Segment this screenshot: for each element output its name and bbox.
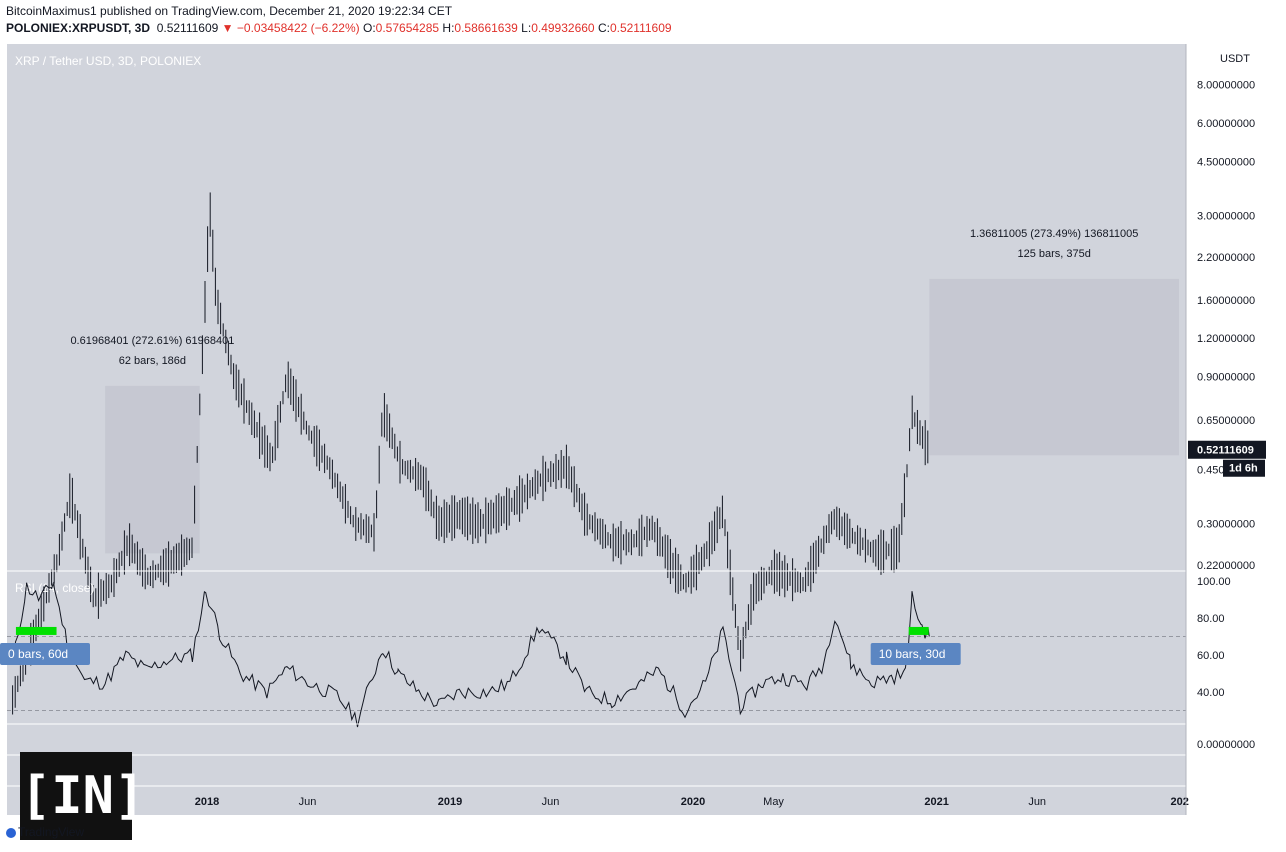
price-tick-label: 1.20000000 — [1197, 333, 1255, 345]
tradingview-label: TradingView — [18, 825, 85, 839]
price-tick-label: 8.00000000 — [1197, 80, 1255, 92]
countdown-tag — [1223, 459, 1265, 477]
ohlc-legend: POLONIEX:XRPUSDT, 3D 0.52111609 ▼ −0.034… — [6, 21, 672, 35]
time-tick-label: 2018 — [195, 796, 219, 808]
time-tick-label: 202 — [1170, 796, 1188, 808]
rsi-tick-label: 60.00 — [1197, 650, 1225, 662]
chart-title: XRP / Tether USD, 3D, POLONIEX — [15, 54, 201, 68]
close-label: C: — [597, 21, 610, 35]
published-info: BitcoinMaximus1 published on TradingView… — [6, 4, 453, 18]
last-price: 0.52111609 — [156, 21, 219, 35]
time-tick-label: 2020 — [681, 796, 705, 808]
last-price-tag-label: 0.52111609 — [1197, 445, 1254, 457]
symbol-label[interactable]: POLONIEX:XRPUSDT, 3D — [6, 21, 151, 35]
close-value: 0.52111609 — [609, 21, 672, 35]
price-tick-label: 1.60000000 — [1197, 295, 1255, 307]
countdown-label: 1d 6h — [1229, 463, 1258, 475]
rsi-tick-label: 40.00 — [1197, 687, 1225, 699]
last-price-tag — [1188, 440, 1266, 459]
open-label: O: — [363, 21, 376, 35]
time-tick-label: 2019 — [438, 796, 462, 808]
time-tick-label: Jun — [542, 796, 560, 808]
low-label: L: — [521, 21, 532, 35]
price-tick-label: 2.20000000 — [1197, 252, 1255, 264]
price-unit-label: USDT — [1220, 53, 1250, 65]
rsi-tick-label: 100.00 — [1197, 576, 1231, 588]
rsi-measure-2-highlight[interactable] — [908, 626, 929, 635]
high-value: 0.58661639 — [454, 21, 518, 35]
price-axis-background — [1186, 44, 1286, 815]
measure-1-bars-label: 62 bars, 186d — [119, 355, 186, 367]
beincrypto-logo: [IN] — [20, 752, 145, 840]
price-tick-label: 0.90000000 — [1197, 372, 1255, 384]
measure-2-bars-label: 125 bars, 375d — [1017, 248, 1090, 260]
price-tick-label: 0.22000000 — [1197, 560, 1255, 572]
rsi-measure-2-badge — [870, 642, 961, 665]
price-tick-label: 6.00000000 — [1197, 118, 1255, 130]
measure-1-value-label: 0.61968401 (272.61%) 61968401 — [70, 335, 234, 347]
rsi-measure-1-highlight[interactable] — [15, 626, 57, 635]
time-tick-label: Jun — [299, 796, 317, 808]
time-tick-label: May — [763, 796, 784, 808]
price-tick-label: 0.30000000 — [1197, 519, 1255, 531]
rsi-tick-label: 80.00 — [1197, 613, 1225, 625]
measure-2-value-label: 1.36811005 (273.49%) 136811005 — [970, 228, 1138, 240]
rsi-measure-1-badge-label: 0 bars, 60d — [8, 647, 68, 661]
price-change: ▼ −0.03458422 (−6.22%) — [221, 21, 360, 35]
price-tick-label: 3.00000000 — [1197, 211, 1255, 223]
price-tick-label: 4.50000000 — [1197, 157, 1255, 169]
low-value: 0.49932660 — [531, 21, 595, 35]
measure-box-2[interactable] — [929, 278, 1179, 456]
open-value: 0.57654285 — [375, 21, 440, 35]
price-tick-label: 0.65000000 — [1197, 415, 1255, 427]
time-tick-label: Jun — [1028, 796, 1046, 808]
rsi-measure-2-badge-label: 10 bars, 30d — [879, 647, 946, 661]
time-tick-label: 2021 — [924, 796, 948, 808]
high-label: H: — [442, 21, 455, 35]
rsi-line — [12, 581, 930, 728]
tradingview-cloud-icon — [6, 827, 16, 838]
tradingview-brand[interactable]: TradingView — [6, 825, 84, 839]
rsi-measure-1-badge — [0, 642, 90, 665]
lower-pane-tick-label: 0.00000000 — [1197, 739, 1255, 751]
measure-box-1[interactable] — [105, 385, 200, 554]
